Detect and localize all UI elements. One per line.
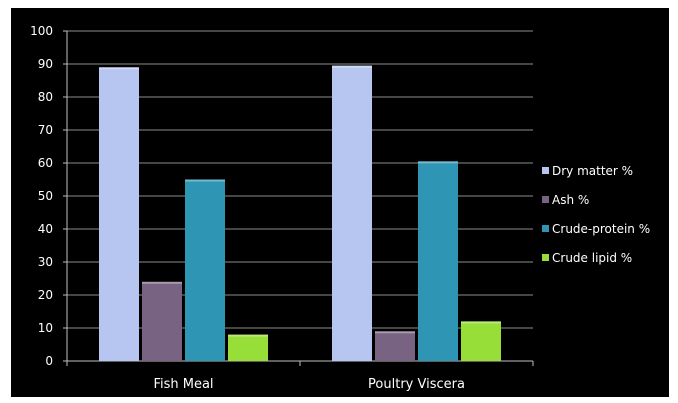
bar [332,65,372,362]
bar-highlight [142,281,182,284]
legend-label: Crude-protein % [552,222,650,236]
y-tick-label: 100 [30,24,53,38]
y-tick-label: 10 [38,321,53,335]
bar-highlight [228,334,268,337]
axis-layer: 0 10 20 30 40 50 60 70 80 90 100 Fish Meal Poultry V… [30,24,534,392]
bar [375,331,415,361]
bar-layer [99,65,501,362]
bar [418,161,458,361]
bar [228,334,268,361]
bar-highlight [185,179,225,182]
y-tick-label: 40 [38,222,53,236]
bar [185,179,225,361]
y-tick-label: 30 [38,255,53,269]
bar-highlight [375,331,415,334]
bar-highlight [418,161,458,164]
y-tick-label: 90 [38,57,53,71]
bar-chart: 0 10 20 30 40 50 60 70 80 90 100 Fish Meal Poultry V… [30,24,650,392]
legend-swatch [542,167,549,174]
bar-highlight [461,321,501,324]
y-tick-label: 50 [38,189,53,203]
legend-swatch [542,196,549,203]
bar-highlight [332,65,372,68]
bar-highlight [99,67,139,70]
legend-label: Dry matter % [552,164,633,178]
x-tick-label: Poultry Viscera [368,377,465,392]
legend-label: Crude lipid % [552,251,632,265]
y-tick-label: 70 [38,123,53,137]
y-tick-label: 0 [45,354,53,368]
legend-swatch [542,225,549,232]
legend-swatch [542,254,549,261]
y-tick-label: 60 [38,156,53,170]
bar [99,67,139,362]
bar [461,321,501,361]
y-tick-label: 80 [38,90,53,104]
legend: Dry matter % Ash % Crude-protein % Crude li… [542,164,650,265]
legend-label: Ash % [552,193,589,207]
bar [142,281,182,361]
chart-frame: 0 10 20 30 40 50 60 70 80 90 100 Fish Meal Poultry V… [11,8,669,397]
y-tick-label: 20 [38,288,53,302]
x-tick-label: Fish Meal [153,377,213,392]
